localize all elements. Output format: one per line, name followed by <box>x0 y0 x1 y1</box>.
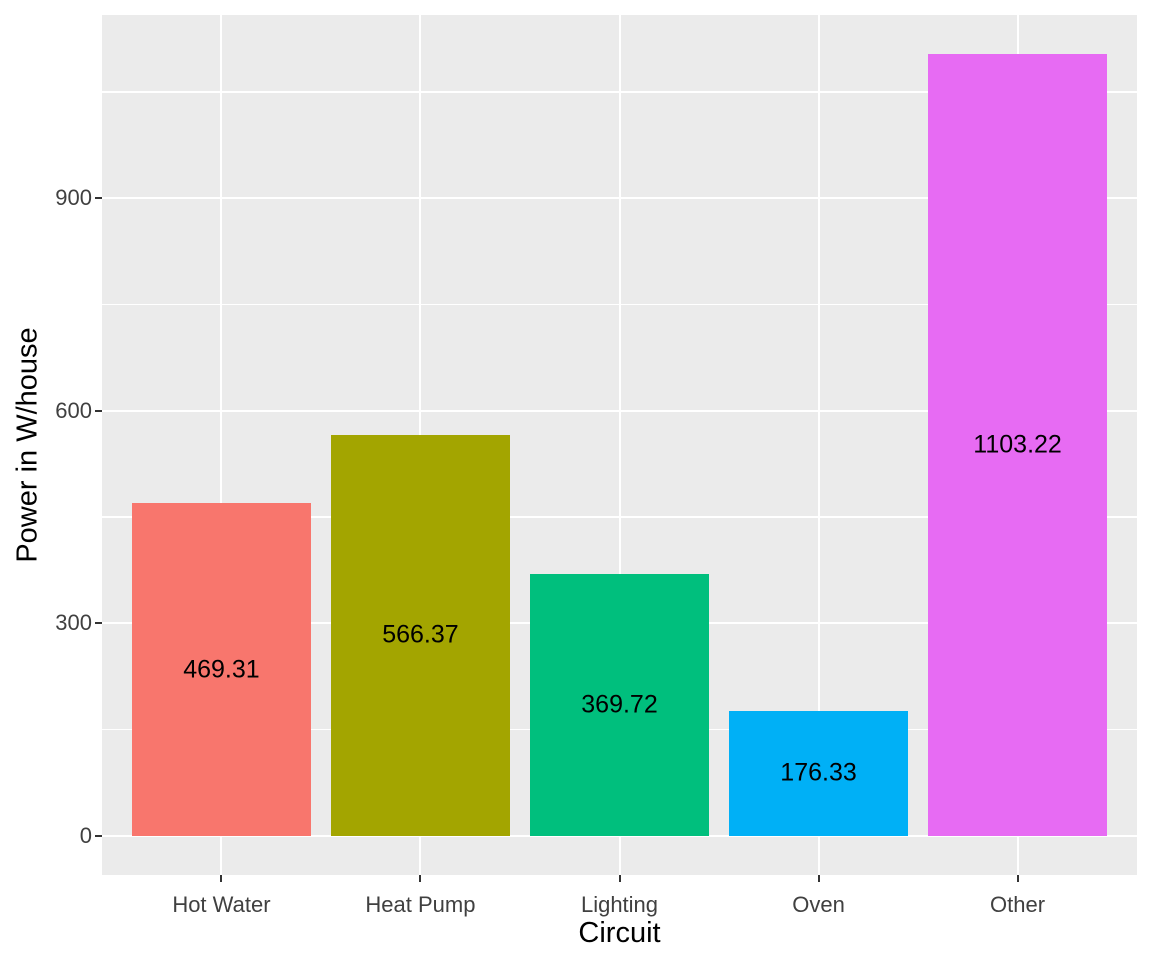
y-tick-mark <box>95 834 102 837</box>
x-tick-label: Heat Pump <box>365 892 476 917</box>
gridline-major-x <box>220 15 223 875</box>
x-tick-label: Other <box>990 892 1046 917</box>
y-axis-title: Power in W/house <box>11 327 44 563</box>
bar <box>529 573 710 836</box>
plot-panel: 469.31 566.37 369.72 176.33 1103.22 <box>102 15 1137 875</box>
x-tick-label: Hot Water <box>172 892 271 917</box>
bar <box>330 434 511 836</box>
x-tick-label: Oven <box>792 892 845 917</box>
x-tick-mark <box>1016 875 1019 882</box>
y-tick-label: 0 <box>79 822 92 848</box>
y-tick-label: 900 <box>55 185 92 211</box>
bar-value-label: 566.37 <box>382 620 459 649</box>
y-tick-mark <box>95 409 102 412</box>
bar-value-label: 469.31 <box>183 655 260 684</box>
bar <box>728 710 909 836</box>
x-tick-mark <box>419 875 422 882</box>
bar-value-label: 1103.22 <box>973 430 1062 459</box>
y-tick-mark <box>95 197 102 200</box>
x-axis-title: Circuit <box>578 917 661 949</box>
gridline-major-x <box>618 15 621 875</box>
y-tick-label: 300 <box>55 610 92 636</box>
bar <box>131 503 311 836</box>
x-tick-label: Lighting <box>580 892 659 917</box>
bar-value-label: 369.72 <box>581 690 658 719</box>
bar <box>928 54 1108 836</box>
y-tick-label: 600 <box>55 397 92 423</box>
gridline-major-x <box>817 15 820 875</box>
bar-value-label: 176.33 <box>780 758 857 787</box>
y-tick-mark <box>95 622 102 625</box>
x-tick-mark <box>220 875 223 882</box>
x-tick-mark <box>817 875 820 882</box>
x-tick-mark <box>618 875 621 882</box>
